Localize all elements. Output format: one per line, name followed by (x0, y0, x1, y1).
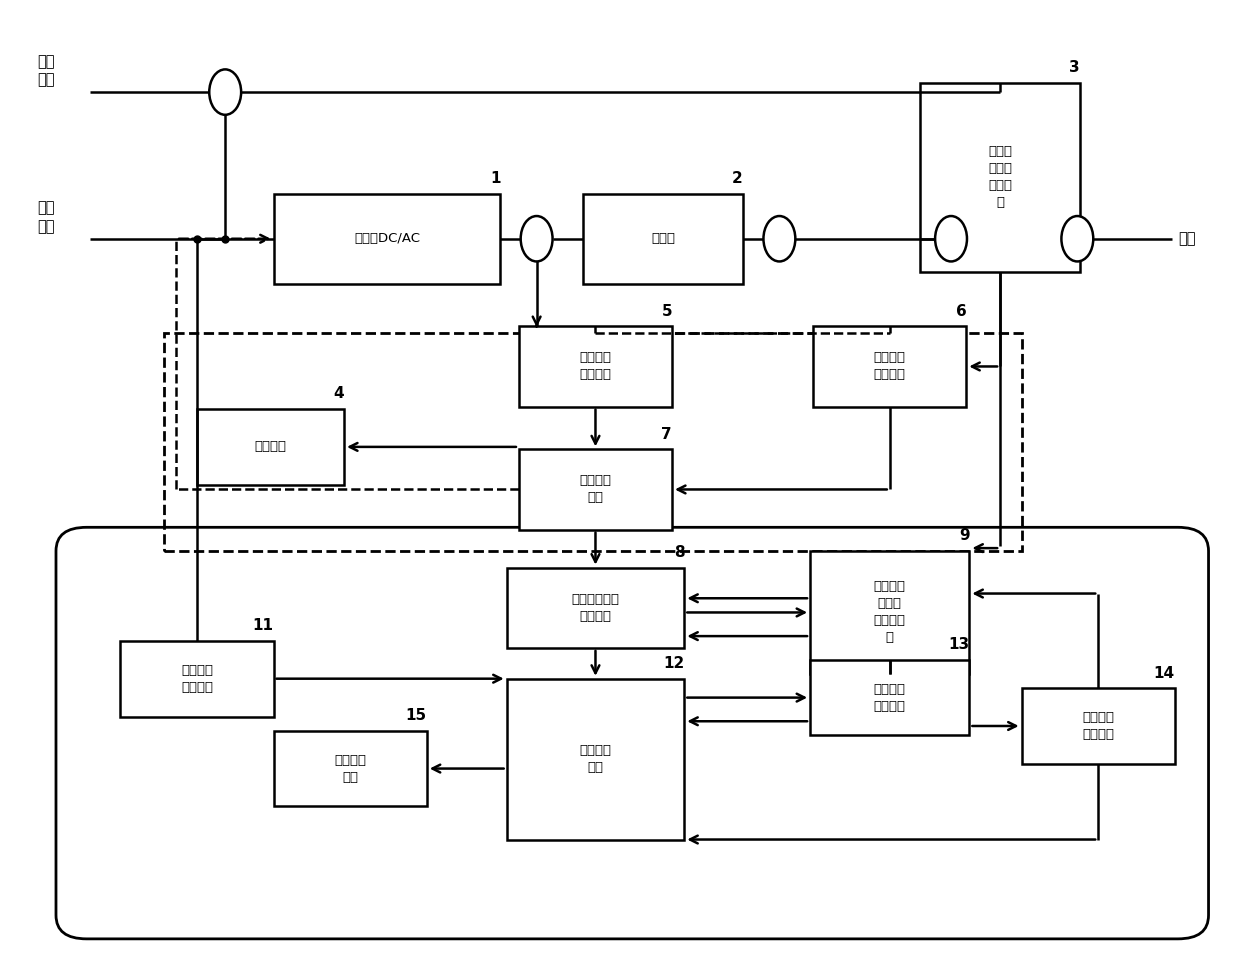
Text: 过载告警
单元: 过载告警 单元 (335, 754, 366, 783)
Bar (810, 551, 970, 674)
Text: 11: 11 (253, 618, 274, 634)
Text: 5: 5 (661, 303, 672, 319)
Bar (583, 194, 743, 284)
Text: 第三电流
采样单元: 第三电流 采样单元 (1083, 711, 1115, 741)
Text: 输出负载
控制单元: 输出负载 控制单元 (874, 683, 905, 712)
Bar (120, 641, 274, 716)
Bar (518, 326, 672, 407)
Text: 第一电流
采样单元: 第一电流 采样单元 (579, 351, 611, 381)
Ellipse shape (764, 216, 795, 261)
Text: 直流
输入: 直流 输入 (37, 201, 55, 234)
Ellipse shape (1061, 216, 1094, 261)
Text: 第二电流采样
重构单元: 第二电流采样 重构单元 (572, 592, 620, 623)
Ellipse shape (210, 69, 241, 115)
Text: 12: 12 (663, 656, 684, 671)
Bar (274, 731, 427, 806)
Bar (810, 660, 970, 735)
Text: 1: 1 (490, 171, 501, 186)
Bar (1022, 688, 1174, 764)
Text: 2: 2 (732, 171, 743, 186)
Text: 14: 14 (1153, 665, 1174, 681)
Text: 变压器: 变压器 (651, 232, 675, 245)
Text: 逆变控制
单元: 逆变控制 单元 (579, 474, 611, 504)
Bar (813, 326, 966, 407)
Text: 第二电压
采样单元: 第二电压 采样单元 (181, 663, 213, 694)
Text: 旁路逆
变输出
切换单
元: 旁路逆 变输出 切换单 元 (988, 145, 1012, 209)
Text: 逆变器DC/AC: 逆变器DC/AC (355, 232, 420, 245)
Text: 驱动电路: 驱动电路 (254, 441, 286, 453)
Text: 4: 4 (334, 387, 345, 401)
Text: 9: 9 (959, 528, 970, 543)
Text: 7: 7 (661, 426, 672, 442)
Text: 15: 15 (405, 708, 427, 723)
Text: 8: 8 (673, 545, 684, 560)
Text: 负载监控
单元: 负载监控 单元 (579, 744, 611, 774)
Bar (920, 83, 1080, 272)
Bar (197, 409, 345, 485)
Bar (274, 194, 501, 284)
Ellipse shape (935, 216, 967, 261)
Bar (518, 449, 672, 530)
Ellipse shape (521, 216, 553, 261)
Text: 第一电压
采样单元: 第一电压 采样单元 (874, 351, 905, 381)
Text: 旁路
输入: 旁路 输入 (37, 54, 55, 87)
Bar (164, 333, 1022, 551)
Bar (507, 567, 684, 648)
Bar (507, 679, 684, 840)
Text: 3: 3 (1069, 60, 1080, 75)
Text: 负载电流
采集失
效判断单
元: 负载电流 采集失 效判断单 元 (874, 581, 905, 644)
Text: 输出: 输出 (1178, 231, 1195, 247)
Text: 6: 6 (956, 303, 966, 319)
Text: 13: 13 (949, 637, 970, 652)
